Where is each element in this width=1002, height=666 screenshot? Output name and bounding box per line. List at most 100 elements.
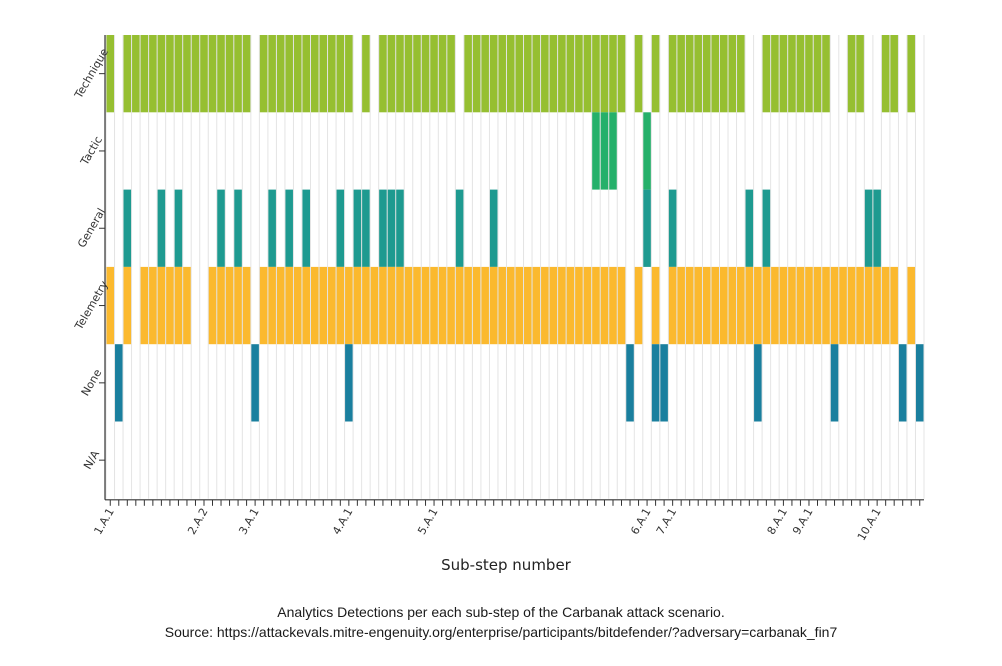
cell-telemetry-31 [361,266,371,345]
x-tick-labels: 1.A.1 2.A.2 3.A.1 4.A.1 5.A.1 6.A.1 7.A.1 8.A.1… [91,506,883,543]
cell-technique-54 [557,35,567,113]
cell-telemetry-7 [157,266,166,345]
cell-telemetry-23 [293,266,302,345]
cell-technique-68 [676,35,686,113]
y-label-n-a: N/A [81,448,102,472]
cell-technique-12 [199,35,209,113]
cell-telemetry-37 [412,266,422,345]
cell-technique-41 [446,35,456,113]
cell-general-20 [267,189,277,267]
x-label-7-a-1: 7.A.1 [654,506,679,537]
cell-technique-55 [566,35,575,113]
cell-general-9 [174,189,183,267]
cell-telemetry-63 [634,266,643,345]
cell-telemetry-65 [651,266,660,345]
cell-telemetry-47 [497,266,507,345]
cell-technique-44 [472,35,481,113]
cell-telemetry-13 [208,266,217,345]
cell-telemetry-36 [404,266,413,345]
cell-telemetry-21 [276,266,285,345]
cell-technique-6 [148,35,158,113]
x-label-2-a-2: 2.A.2 [185,506,210,537]
cell-telemetry-86 [830,266,839,345]
cell-none-2 [114,344,124,422]
cell-telemetry-54 [557,266,567,345]
cell-telemetry-42 [455,266,464,345]
cell-none-86 [830,344,839,422]
cell-telemetry-79 [770,266,780,345]
cell-telemetry-84 [813,266,822,345]
cell-technique-15 [225,35,234,113]
cell-telemetry-59 [600,266,609,345]
cell-technique-3 [123,35,132,113]
cell-technique-7 [157,35,166,113]
cell-general-91 [872,189,882,267]
cell-general-46 [489,189,498,267]
cell-technique-71 [702,35,711,113]
cell-tactic-60 [608,112,618,190]
cell-telemetry-46 [489,266,498,345]
cell-telemetry-53 [549,266,558,345]
cell-technique-89 [855,35,865,113]
cell-telemetry-19 [259,266,268,345]
cell-telemetry-24 [301,266,311,345]
cell-general-3 [123,189,132,267]
cell-telemetry-70 [693,266,703,345]
cell-telemetry-22 [284,266,294,345]
x-label-9-a-1: 9.A.1 [790,506,815,537]
cell-telemetry-6 [148,266,158,345]
cell-none-96 [915,344,924,422]
cell-technique-52 [540,35,550,113]
cell-technique-80 [779,35,788,113]
cell-telemetry-91 [872,266,882,345]
cell-technique-83 [804,35,814,113]
cell-telemetry-93 [889,266,899,345]
cell-telemetry-45 [480,266,490,345]
cell-telemetry-1 [106,266,115,345]
cell-technique-29 [344,35,354,113]
cell-general-22 [284,189,294,267]
cell-telemetry-72 [710,266,720,345]
cell-telemetry-35 [395,266,405,345]
cell-telemetry-95 [906,266,916,345]
cell-general-16 [233,189,243,267]
cell-technique-58 [591,35,601,113]
cell-telemetry-20 [267,266,277,345]
axes-layer [99,35,924,506]
cell-telemetry-5 [140,266,149,345]
cell-none-18 [250,344,260,422]
cell-telemetry-57 [583,266,592,345]
cell-telemetry-34 [387,266,396,345]
cell-general-7 [157,189,166,267]
cell-technique-38 [421,35,430,113]
cell-technique-26 [319,35,328,113]
cell-technique-13 [208,35,217,113]
cell-telemetry-52 [540,266,550,345]
cell-technique-72 [710,35,720,113]
cell-general-35 [395,189,405,267]
cell-technique-93 [889,35,899,113]
cell-telemetry-50 [523,266,533,345]
cell-telemetry-81 [787,266,797,345]
cell-technique-21 [276,35,285,113]
cell-telemetry-88 [847,266,856,345]
cell-technique-88 [847,35,856,113]
cell-telemetry-85 [821,266,831,345]
cell-telemetry-27 [327,266,337,345]
cell-technique-75 [736,35,746,113]
cell-telemetry-83 [804,266,814,345]
cell-technique-56 [574,35,584,113]
cell-technique-8 [165,35,175,113]
cell-telemetry-16 [233,266,243,345]
cell-technique-84 [813,35,822,113]
cell-technique-5 [140,35,149,113]
cell-general-76 [745,189,754,267]
cell-telemetry-41 [446,266,456,345]
cell-telemetry-25 [310,266,320,345]
cell-telemetry-44 [472,266,481,345]
cell-telemetry-15 [225,266,234,345]
cell-telemetry-75 [736,266,746,345]
cell-none-29 [344,344,354,422]
cell-technique-59 [600,35,609,113]
